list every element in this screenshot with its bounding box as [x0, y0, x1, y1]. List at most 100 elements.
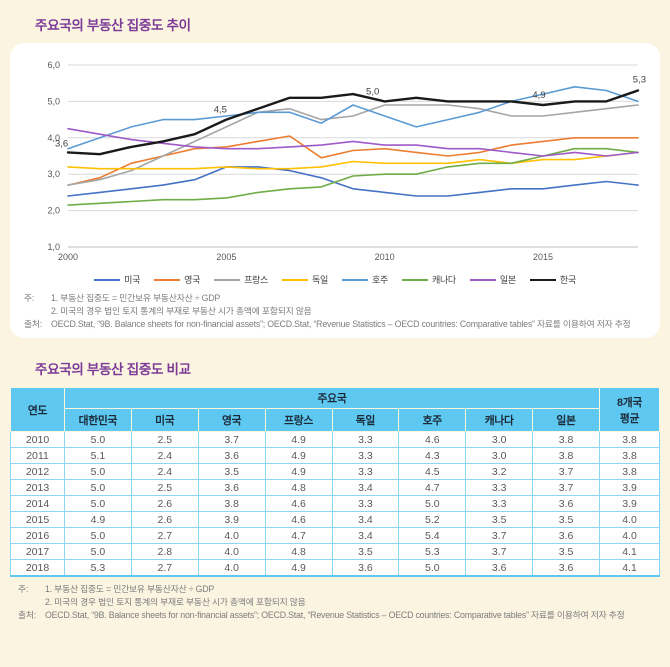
table-row: 2013 5.0 2.5 3.6 4.8 3.4 4.7 3.3 3.7 3.9 — [10, 479, 660, 497]
legend-item: 캐나다 — [401, 273, 456, 286]
note-label: 주: — [18, 584, 29, 595]
note-text: 1. 부동산 집중도 = 민간보유 부동산자산 ÷ GDP — [51, 293, 221, 303]
value-cell: 4.9 — [264, 447, 333, 465]
chart-section-title: 주요국의 부동산 집중도 추이 — [35, 18, 191, 33]
y-axis-tick-label: 6,0 — [47, 60, 60, 70]
table-section-title: 주요국의 부동산 집중도 비교 — [35, 362, 191, 378]
x-axis-tick-label: 2015 — [533, 252, 553, 262]
comparison-table: 연도 주요국 8개국 평균 대한민국 미국 영국 프랑스 독일 호주 캐나다 일본 2010 5.… — [10, 387, 660, 578]
value-cell: 4.3 — [398, 447, 467, 465]
table-body: 2010 5.0 2.5 3.7 4.9 3.3 4.6 3.0 3.8 3.8 2011 5.1 2.… — [10, 431, 660, 577]
year-cell: 2016 — [10, 527, 65, 545]
value-cell: 5.0 — [64, 543, 132, 561]
value-cell: 3.4 — [331, 527, 400, 545]
value-cell: 3.5 — [331, 543, 400, 561]
value-cell: 3.3 — [331, 431, 400, 449]
value-cell: 3.6 — [532, 495, 600, 513]
country-column-header: 영국 — [197, 408, 266, 433]
note-text: 1. 부동산 집중도 = 민간보유 부동산자산 ÷ GDP — [45, 584, 215, 595]
legend-label: 영국 — [184, 275, 201, 285]
chart-source: 출처: OECD.Stat, “9B. Balance sheets for n… — [24, 318, 646, 331]
table-note-1: 주: 1. 부동산 집중도 = 민간보유 부동산자산 ÷ GDP — [18, 583, 658, 596]
report-page: 주요국의 부동산 집중도 추이 6,0 5,0 4,0 3,0 2,0 1,0 2000 20… — [0, 14, 670, 622]
source-text: OECD.Stat, “9B. Balance sheets for non-f… — [45, 609, 625, 620]
value-cell: 5.0 — [64, 527, 132, 545]
value-cell: 4.9 — [64, 511, 132, 529]
avg-cell: 4.1 — [599, 543, 660, 561]
value-cell: 3.5 — [532, 543, 600, 561]
note-label-spacer — [24, 305, 51, 318]
source-text: OECD.Stat, “9B. Balance sheets for non-f… — [51, 318, 631, 329]
data-label: 4,5 — [214, 105, 227, 116]
table-row: 2012 5.0 2.4 3.5 4.9 3.3 4.5 3.2 3.7 3.8 — [10, 463, 660, 481]
legend-line-swatch — [342, 278, 368, 281]
legend-line-swatch — [401, 278, 428, 281]
table-row: 2015 4.9 2.6 3.9 4.6 3.4 5.2 3.5 3.5 4.0 — [10, 511, 660, 529]
table-row: 2017 5.0 2.8 4.0 4.8 3.5 5.3 3.7 3.5 4.1 — [10, 543, 660, 561]
chart-note-1: 주: 1. 부동산 집중도 = 민간보유 부동산자산 ÷ GDP — [24, 292, 646, 305]
legend-label: 프랑스 — [244, 275, 269, 285]
country-column-header: 호주 — [398, 408, 467, 433]
value-cell: 3.9 — [197, 511, 266, 529]
series-line-한국 — [66, 89, 640, 156]
value-cell: 5.0 — [64, 495, 132, 513]
country-column-header: 미국 — [130, 408, 199, 433]
value-cell: 3.7 — [532, 479, 600, 497]
series-line-프랑스 — [67, 104, 639, 186]
value-cell: 5.0 — [398, 495, 467, 513]
value-cell: 4.5 — [398, 463, 467, 481]
legend-label: 한국 — [559, 275, 576, 285]
avg-column-header: 8개국 평균 — [599, 387, 660, 433]
series-line-일본 — [67, 127, 639, 157]
avg-cell: 4.1 — [599, 559, 660, 577]
country-column-header: 일본 — [532, 408, 600, 433]
value-cell: 3.6 — [197, 479, 266, 497]
value-cell: 4.9 — [264, 463, 333, 481]
x-axis-tick-label: 2005 — [216, 252, 236, 262]
series-line-독일 — [67, 151, 639, 170]
value-cell: 3.0 — [465, 431, 534, 449]
value-cell: 3.8 — [532, 431, 600, 449]
value-cell: 3.4 — [331, 511, 400, 529]
value-cell: 3.6 — [331, 559, 400, 577]
value-cell: 4.0 — [197, 543, 266, 561]
group-header-row: 연도 주요국 8개국 평균 — [10, 387, 660, 433]
note-label: 주: — [24, 293, 35, 303]
data-label: 3,6 — [55, 138, 68, 149]
value-cell: 3.4 — [331, 479, 400, 497]
country-column-header: 대한민국 — [64, 408, 132, 433]
value-cell: 2.4 — [130, 447, 199, 465]
avg-cell: 3.8 — [599, 447, 660, 465]
value-cell: 5.2 — [398, 511, 467, 529]
value-cell: 3.7 — [465, 543, 534, 561]
avg-cell: 3.9 — [599, 479, 660, 497]
avg-cell: 3.9 — [599, 495, 660, 513]
series-line-호주 — [67, 85, 639, 150]
table-source: 출처: OECD.Stat, “9B. Balance sheets for n… — [18, 609, 658, 622]
group-header: 주요국 — [64, 387, 600, 410]
year-cell: 2015 — [10, 511, 65, 529]
legend-line-swatch — [282, 278, 309, 281]
value-cell: 4.0 — [197, 527, 266, 545]
year-cell: 2012 — [10, 463, 65, 481]
value-cell: 3.5 — [532, 511, 600, 529]
value-cell: 2.7 — [130, 527, 199, 545]
value-cell: 3.8 — [532, 447, 600, 465]
legend-label: 미국 — [124, 275, 141, 285]
value-cell: 4.8 — [264, 479, 333, 497]
value-cell: 4.6 — [264, 495, 333, 513]
legend-label: 캐나다 — [431, 275, 456, 285]
table-note-2: 2. 미국의 경우 법인 토지 통계의 부재로 부동산 시가 총액에 포함되지 … — [18, 596, 658, 609]
legend-line-swatch — [529, 278, 556, 281]
year-cell: 2013 — [10, 479, 65, 497]
legend-item: 독일 — [282, 273, 328, 286]
table-row: 2011 5.1 2.4 3.6 4.9 3.3 4.3 3.0 3.8 3.8 — [10, 447, 660, 465]
value-cell: 3.7 — [532, 463, 600, 481]
legend-label: 일본 — [499, 275, 516, 285]
chart-legend: 미국 영국 프랑스 독일 호주 캐나다 일본 한국 — [24, 273, 646, 286]
country-column-header: 프랑스 — [264, 408, 333, 433]
table-row: 2014 5.0 2.6 3.8 4.6 3.3 5.0 3.3 3.6 3.9 — [10, 495, 660, 513]
value-cell: 3.5 — [197, 463, 266, 481]
value-cell: 5.0 — [398, 559, 467, 577]
